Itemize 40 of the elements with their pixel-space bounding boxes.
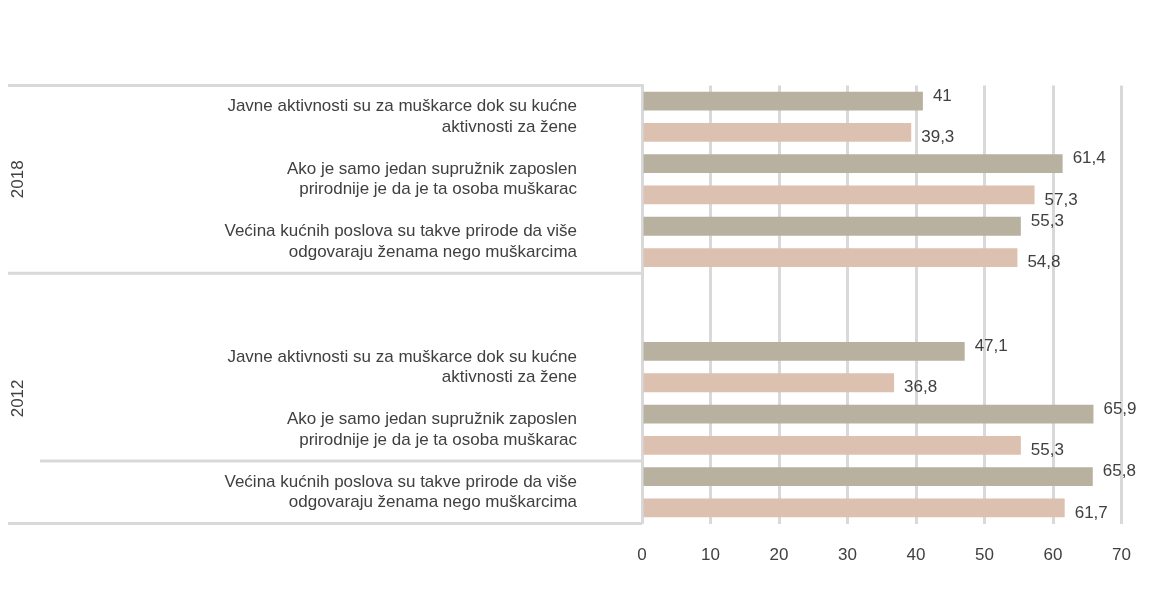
data-label: 47,1	[974, 336, 1008, 356]
text: 2012	[7, 379, 27, 418]
data-label: 54,8	[1027, 252, 1061, 272]
data-label: 65,8	[1102, 461, 1136, 481]
y-tick-label: Javne aktivnosti su za muškarce dok su kućne aktivnosti za žene	[227, 96, 577, 136]
data-label: 57,3	[1044, 189, 1078, 209]
data-label: 61,7	[1074, 502, 1108, 522]
y-tick-label: Ako je samo jedan supružnik zaposlen prirodnije je da je ta osoba muškarac	[286, 158, 578, 199]
bar	[643, 435, 1021, 455]
bar	[643, 248, 1018, 267]
x-tick-label: 20	[769, 545, 789, 565]
y-tick-label: Većina kućnih poslova su takve prirode da više odgovaraju ženama nego muškarcima	[224, 471, 578, 512]
x-tick-label: 40	[906, 545, 926, 565]
y-tick-label: Većina kućnih poslova su takve prirode da više odgovaraju ženama nego muškarcima	[224, 221, 578, 261]
bar	[643, 404, 1094, 424]
bar	[643, 185, 1035, 205]
x-tick-label: 70	[1112, 545, 1132, 565]
bar	[643, 498, 1065, 518]
data-label: 61,4	[1072, 148, 1106, 168]
data-label: 65,9	[1103, 398, 1137, 418]
bar	[643, 216, 1021, 236]
data-label: 55,3	[1030, 440, 1064, 460]
y-tick-label: Ako je samo jedan supružnik zaposlen prirodnije je da je ta osoba muškarac	[286, 409, 578, 449]
data-label: 41	[932, 85, 952, 105]
bar	[643, 373, 895, 393]
y-tick-label: Javne aktivnosti su za muškarce dok su kućne aktivnosti za žene	[227, 346, 577, 386]
bar	[643, 467, 1093, 487]
x-tick-label: 30	[838, 545, 857, 565]
data-label: 36,8	[904, 377, 938, 397]
x-tick-label: 60	[1043, 545, 1063, 565]
x-tick-label: 10	[701, 545, 720, 565]
data-label: 55,3	[1030, 210, 1064, 230]
text: 2018	[7, 160, 27, 199]
x-tick-label: 50	[975, 545, 994, 565]
bar	[643, 342, 965, 361]
bar	[643, 122, 912, 142]
bar	[643, 154, 1063, 174]
bar	[643, 91, 923, 111]
data-label: 39,3	[921, 127, 955, 147]
x-tick-label: 0	[637, 545, 647, 565]
